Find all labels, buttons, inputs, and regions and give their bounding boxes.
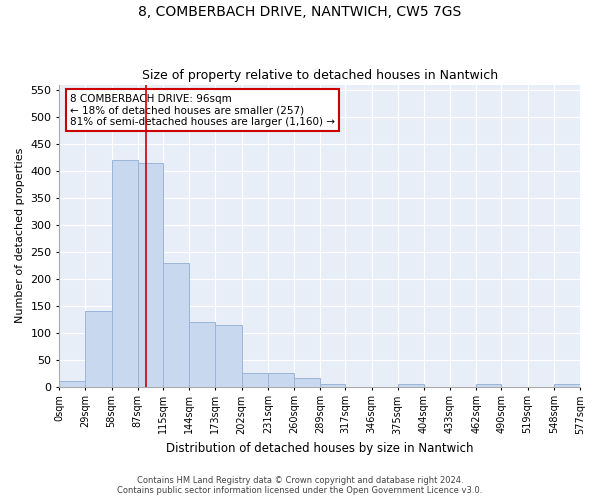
Bar: [476, 384, 502, 386]
Y-axis label: Number of detached properties: Number of detached properties: [15, 148, 25, 323]
Text: Contains HM Land Registry data © Crown copyright and database right 2024.
Contai: Contains HM Land Registry data © Crown c…: [118, 476, 482, 495]
Bar: [398, 384, 424, 386]
Bar: [112, 160, 138, 386]
Bar: [554, 384, 580, 386]
Bar: [320, 384, 346, 386]
Bar: [59, 381, 85, 386]
Bar: [268, 373, 294, 386]
Bar: [138, 162, 163, 386]
Bar: [294, 378, 320, 386]
Bar: [163, 262, 189, 386]
X-axis label: Distribution of detached houses by size in Nantwich: Distribution of detached houses by size …: [166, 442, 473, 455]
Text: 8, COMBERBACH DRIVE, NANTWICH, CW5 7GS: 8, COMBERBACH DRIVE, NANTWICH, CW5 7GS: [139, 5, 461, 19]
Title: Size of property relative to detached houses in Nantwich: Size of property relative to detached ho…: [142, 69, 498, 82]
Text: 8 COMBERBACH DRIVE: 96sqm
← 18% of detached houses are smaller (257)
81% of semi: 8 COMBERBACH DRIVE: 96sqm ← 18% of detac…: [70, 94, 335, 127]
Bar: [242, 373, 268, 386]
Bar: [189, 322, 215, 386]
Bar: [85, 311, 112, 386]
Bar: [215, 324, 242, 386]
